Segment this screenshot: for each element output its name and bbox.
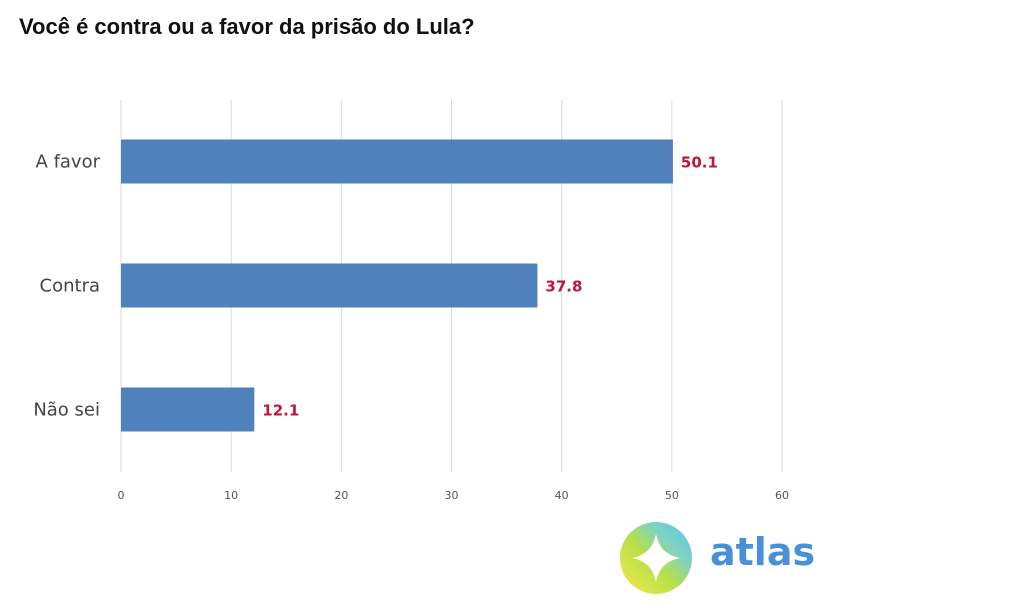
atlas-logo-icon [620, 522, 692, 594]
chart-title: Você é contra ou a favor da prisão do Lu… [19, 14, 475, 39]
x-tick-label: 20 [334, 489, 348, 502]
x-tick-label: 0 [118, 489, 125, 502]
category-label: A favor [36, 152, 101, 173]
bar [121, 387, 255, 432]
bars [121, 139, 673, 432]
x-tick-label: 50 [665, 489, 679, 502]
x-axis-tick-labels: 0 10 20 30 40 50 60 [118, 489, 790, 502]
brand-name: atlas [710, 530, 816, 574]
data-label: 50.1 [681, 154, 718, 172]
x-tick-label: 60 [775, 489, 789, 502]
category-label: Não sei [33, 400, 100, 421]
x-tick-label: 30 [445, 489, 459, 502]
bar [121, 263, 538, 308]
data-label: 12.1 [262, 402, 299, 420]
category-labels: A favor Contra Não sei [33, 152, 100, 421]
data-label: 37.8 [545, 278, 582, 296]
data-labels: 50.1 37.8 12.1 [262, 154, 718, 420]
x-tick-label: 10 [224, 489, 238, 502]
x-tick-label: 40 [555, 489, 569, 502]
bar-chart: A favor Contra Não sei 0 10 20 30 40 50 60 50.1 3… [33, 100, 790, 502]
bar [121, 139, 673, 184]
category-label: Contra [40, 276, 100, 297]
